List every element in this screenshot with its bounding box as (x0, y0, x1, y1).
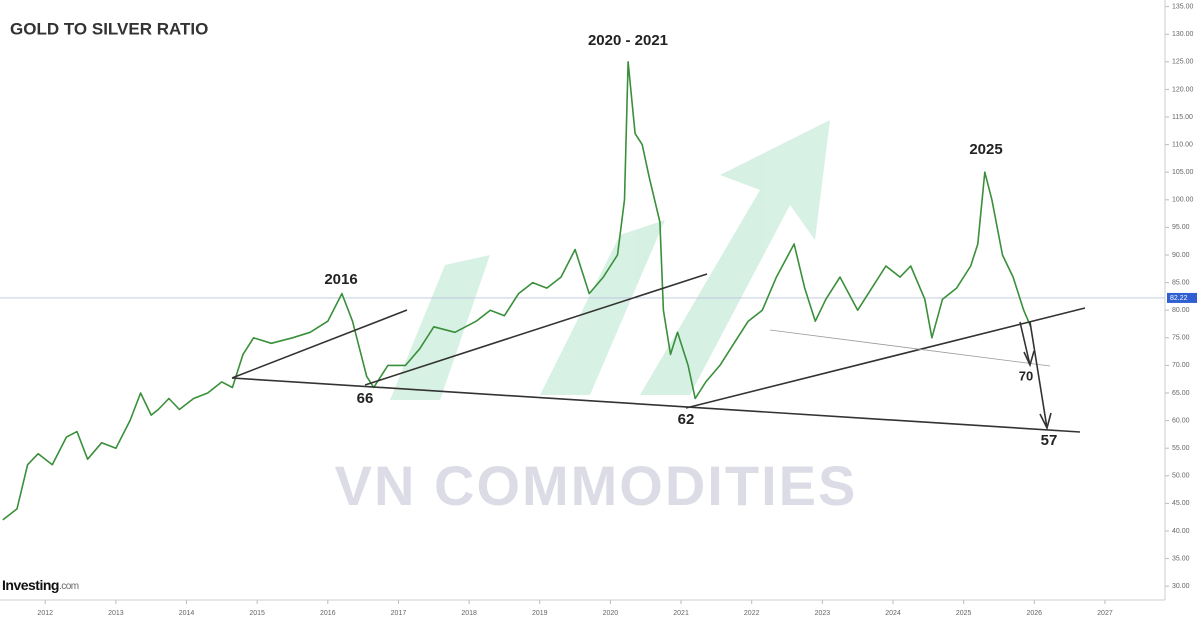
arrow (1019, 321, 1031, 366)
price-label: 82.22 (1170, 295, 1188, 302)
brand-name: Investing (2, 577, 59, 593)
annotation: 62 (678, 411, 695, 428)
y-tick-label: 70.00 (1172, 362, 1190, 369)
y-tick-label: 50.00 (1172, 473, 1190, 480)
x-tick-label: 2021 (673, 610, 689, 617)
y-tick-label: 90.00 (1172, 252, 1190, 259)
trend-lines (231, 273, 1086, 433)
y-tick-label: 120.00 (1172, 86, 1194, 93)
trend-line (364, 273, 708, 386)
x-tick-label: 2016 (320, 610, 336, 617)
watermark: VN COMMODITIES (335, 454, 858, 517)
y-tick-label: 80.00 (1172, 307, 1190, 314)
trend-line (231, 309, 408, 379)
y-tick-label: 65.00 (1172, 390, 1190, 397)
y-tick-label: 95.00 (1172, 224, 1190, 231)
y-tick-label: 75.00 (1172, 335, 1190, 342)
y-tick-label: 130.00 (1172, 31, 1194, 38)
x-tick-label: 2017 (391, 610, 407, 617)
y-tick-label: 35.00 (1172, 555, 1190, 562)
x-tick-label: 2020 (603, 610, 619, 617)
price-label-box (1167, 292, 1197, 303)
ratio-line (2, 61, 1032, 521)
annotation: 66 (357, 390, 374, 407)
x-tick-label: 2023 (815, 610, 831, 617)
y-tick-label: 30.00 (1172, 583, 1190, 590)
y-tick-label: 40.00 (1172, 528, 1190, 535)
y-tick-label: 100.00 (1172, 197, 1194, 204)
x-tick-label: 2019 (532, 610, 548, 617)
x-tick-label: 2026 (1027, 610, 1043, 617)
y-tick-label: 125.00 (1172, 59, 1194, 66)
y-tick-label: 105.00 (1172, 169, 1194, 176)
arrow-head (1023, 350, 1035, 368)
y-tick-label: 60.00 (1172, 417, 1190, 424)
x-tick-label: 2018 (461, 610, 477, 617)
annotation: 2016 (324, 271, 357, 288)
annotation: 2020 - 2021 (588, 32, 668, 49)
y-tick-label: 85.00 (1172, 279, 1190, 286)
x-tick-label: 2013 (108, 610, 124, 617)
brand-suffix: .com (59, 581, 79, 592)
y-tick-label: 115.00 (1172, 114, 1193, 121)
y-tick-label: 55.00 (1172, 445, 1190, 452)
arrow (1029, 321, 1048, 429)
x-tick-label: 2025 (956, 610, 972, 617)
y-tick-label: 110.00 (1172, 141, 1193, 148)
x-tick-label: 2027 (1097, 610, 1113, 617)
y-tick-label: 45.00 (1172, 500, 1190, 507)
arrow-head (1039, 412, 1052, 431)
x-tick-label: 2024 (885, 610, 901, 617)
trend-line (231, 377, 1081, 433)
brand: Investing.com (2, 577, 79, 593)
trend-line (685, 307, 1086, 409)
x-tick-label: 2014 (179, 610, 195, 617)
plot (0, 6, 1169, 604)
x-tick-label: 2015 (249, 610, 265, 617)
chart-title: GOLD TO SILVER RATIO (10, 19, 208, 38)
trend-line (769, 329, 1051, 367)
annotation: 57 (1041, 432, 1058, 449)
annotation: 70 (1019, 368, 1033, 383)
annotation: 2025 (969, 141, 1002, 158)
x-tick-label: 2022 (744, 610, 760, 617)
y-tick-label: 135.00 (1172, 3, 1194, 10)
x-tick-label: 2012 (37, 610, 53, 617)
